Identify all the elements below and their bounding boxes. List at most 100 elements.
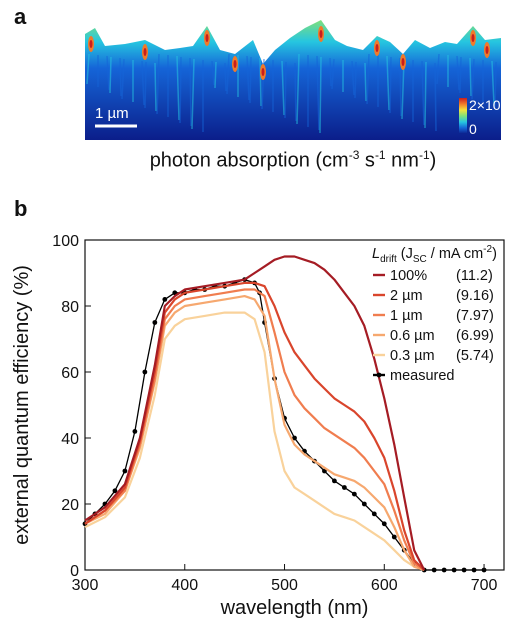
hot-spot-core	[319, 30, 323, 38]
legend-jsc-0-6-m: (6.99)	[456, 328, 494, 344]
legend: Ldrift (JSC / mA cm-2) 100% (11.2) 2 µm (9.…	[372, 244, 497, 384]
absorption-streak	[469, 57, 472, 97]
measured-point	[381, 521, 387, 527]
legend-jsc-1-m: (7.97)	[456, 308, 494, 324]
absorption-streak	[144, 61, 147, 109]
colorbar	[459, 98, 467, 134]
absorption-streak	[316, 55, 320, 131]
absorption-streak	[141, 60, 145, 106]
absorption-streak	[121, 58, 125, 100]
measured-point	[371, 511, 377, 517]
legend-jsc-2-m: (9.16)	[456, 288, 494, 304]
absorption-streak	[249, 56, 252, 104]
measured-point	[361, 501, 367, 507]
absorption-streak	[226, 53, 230, 95]
hot-spot-core	[401, 58, 405, 66]
absorption-map-image: 1 µm 2×1019 0	[85, 20, 511, 140]
hot-spot-core	[485, 46, 489, 54]
y-axis-label: external quantum efficiency (%)	[11, 265, 33, 545]
absorption-streak	[386, 55, 390, 111]
absorption-streak	[214, 61, 217, 89]
colorbar-min-label: 0	[469, 121, 477, 137]
legend-label-100-: 100%	[390, 268, 427, 284]
map-caption: photon absorption (cm-3 s-1 nm-1)	[149, 148, 437, 172]
absorption-streak	[399, 57, 402, 117]
absorption-streak	[456, 55, 460, 91]
measured-point	[122, 468, 128, 474]
legend-label-0-3-m: 0.3 µm	[390, 348, 435, 364]
legend-jsc-100-: (11.2)	[456, 268, 493, 284]
y-tick-label: 0	[70, 563, 79, 580]
y-tick-label: 60	[61, 365, 79, 382]
hot-spot-core	[375, 44, 379, 52]
eqe-chart: 300 400 500 600 700 0 20 40 60 80 100 wavelength (…	[11, 233, 505, 619]
absorption-streak	[154, 62, 157, 112]
legend-label-2-m: 2 µm	[390, 288, 423, 304]
legend-jsc-0-3-m: (5.74)	[456, 348, 494, 364]
absorption-streak	[471, 58, 475, 100]
hot-spot-core	[471, 34, 475, 42]
absorption-streak	[331, 58, 335, 90]
absorber-region	[85, 20, 501, 140]
measured-point	[441, 567, 447, 573]
scale-bar-label: 1 µm	[95, 105, 129, 122]
panel-a-label: a	[14, 4, 27, 29]
measured-point	[132, 429, 138, 434]
legend-title: Ldrift (JSC / mA cm-2)	[372, 244, 497, 265]
absorption-streak	[459, 56, 462, 94]
x-tick-label: 600	[371, 577, 398, 594]
x-tick-label: 300	[72, 577, 99, 594]
series-line-0-3-m	[84, 311, 425, 572]
absorption-streak	[106, 55, 110, 91]
legend-label-0-6-m: 0.6 µm	[390, 328, 435, 344]
absorption-streak	[296, 53, 300, 125]
measured-point	[451, 567, 457, 573]
absorption-streak	[366, 53, 370, 105]
panel-b-label: b	[14, 196, 28, 221]
y-tick-label: 20	[61, 497, 79, 514]
absorption-streak	[179, 56, 182, 124]
absorption-streak	[211, 60, 215, 86]
measured-point	[142, 369, 148, 375]
absorption-streak	[156, 53, 160, 115]
absorption-streak	[176, 55, 180, 121]
legend-marker	[376, 372, 382, 378]
measured-point	[471, 567, 477, 573]
hot-spot-core	[261, 68, 265, 76]
hot-spot-core	[89, 40, 93, 48]
absorption-streak	[109, 56, 112, 94]
absorption-streak	[119, 57, 122, 97]
absorption-streak	[259, 57, 262, 107]
absorption-streak	[246, 55, 250, 101]
x-tick-label: 500	[271, 577, 298, 594]
hot-spot-core	[143, 48, 147, 56]
y-tick-label: 40	[61, 431, 79, 448]
y-tick-label: 80	[61, 299, 79, 316]
plot-frame	[84, 239, 505, 571]
series-line-100-	[84, 255, 426, 571]
absorption-streak	[329, 57, 332, 87]
hot-spot-core	[233, 60, 237, 68]
x-axis-label: wavelength (nm)	[220, 597, 369, 619]
absorption-streak	[354, 61, 357, 99]
hot-spot-core	[205, 34, 209, 42]
measured-point	[431, 567, 437, 573]
absorption-streak	[284, 61, 287, 119]
y-tick-label: 100	[52, 233, 79, 250]
absorption-streak	[421, 60, 425, 126]
absorption-streak	[494, 61, 497, 109]
measured-point	[391, 534, 397, 540]
measured-point	[341, 485, 347, 490]
absorption-streak	[436, 53, 440, 85]
absorption-streak	[189, 57, 192, 127]
x-tick-label: 400	[171, 577, 198, 594]
absorption-streak	[491, 60, 495, 106]
measured-point	[162, 297, 168, 302]
measured-point	[112, 488, 118, 494]
absorption-streak	[389, 56, 392, 114]
absorption-streak	[281, 60, 285, 116]
absorption-streak	[224, 62, 227, 92]
measured-point	[292, 435, 297, 441]
measured-point	[152, 320, 158, 325]
legend-label-measured: measured	[390, 368, 454, 384]
